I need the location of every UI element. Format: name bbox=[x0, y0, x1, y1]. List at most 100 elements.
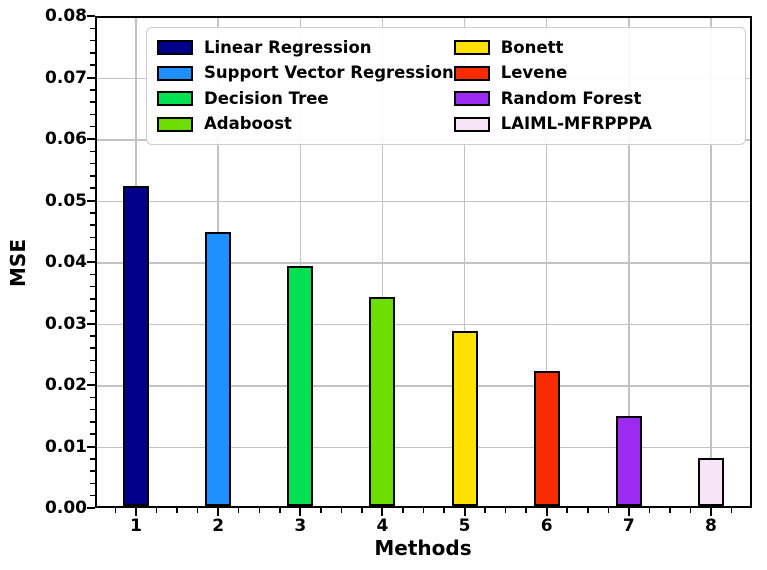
y-major-tick bbox=[87, 322, 95, 325]
legend-item: Bonett bbox=[453, 37, 735, 57]
y-major-tick bbox=[87, 507, 95, 509]
bar-1 bbox=[123, 186, 150, 506]
y-minor-tick bbox=[90, 371, 95, 374]
legend-swatch-icon bbox=[157, 65, 193, 81]
x-minor-tick bbox=[258, 508, 260, 513]
x-tick-label: 7 bbox=[622, 516, 635, 536]
y-tick-label: 0.01 bbox=[45, 436, 87, 457]
y-tick-label: 0.03 bbox=[45, 313, 87, 334]
grid-line-v bbox=[628, 18, 630, 506]
x-major-tick bbox=[709, 508, 712, 516]
y-minor-tick bbox=[90, 470, 95, 472]
bar-2 bbox=[205, 232, 232, 506]
bar-7 bbox=[615, 415, 642, 506]
grid-line-v bbox=[545, 18, 548, 506]
grid-line-v bbox=[381, 18, 384, 506]
bar-8 bbox=[697, 458, 724, 506]
x-minor-tick bbox=[196, 508, 199, 513]
y-minor-tick bbox=[90, 236, 95, 239]
x-minor-tick bbox=[525, 508, 527, 513]
x-minor-tick bbox=[279, 508, 281, 513]
x-minor-tick bbox=[114, 508, 117, 513]
legend-swatch-icon bbox=[453, 40, 490, 56]
y-minor-tick bbox=[90, 421, 95, 423]
y-minor-tick bbox=[90, 335, 95, 337]
y-major-tick bbox=[87, 261, 95, 263]
legend: Linear Regression Support Vector Regressi… bbox=[146, 27, 746, 145]
legend-item: Linear Regression bbox=[157, 37, 454, 57]
legend-label: Random Forest bbox=[500, 88, 642, 108]
x-minor-tick bbox=[587, 508, 589, 513]
x-tick-label: 2 bbox=[212, 516, 225, 536]
y-tick-label: 0.07 bbox=[45, 67, 87, 88]
y-minor-tick bbox=[90, 162, 95, 165]
x-tick-label: 5 bbox=[458, 516, 471, 536]
y-minor-tick bbox=[90, 64, 95, 66]
bar-3 bbox=[287, 266, 314, 506]
y-minor-tick bbox=[90, 298, 95, 300]
grid-line-h bbox=[97, 262, 750, 264]
legend-swatch-icon bbox=[157, 40, 193, 56]
x-major-tick bbox=[627, 508, 630, 516]
grid-line-h bbox=[97, 385, 750, 387]
y-minor-tick bbox=[90, 113, 95, 116]
grid-line-v bbox=[463, 18, 466, 506]
x-minor-tick bbox=[504, 508, 507, 513]
x-tick-label: 3 bbox=[294, 516, 307, 536]
x-major-tick bbox=[545, 508, 548, 516]
y-tick-label: 0.00 bbox=[45, 498, 87, 518]
legend-item: LAIML-MFRPPPA bbox=[453, 114, 735, 133]
legend-swatch-icon bbox=[453, 116, 490, 132]
legend-label: Linear Regression bbox=[204, 37, 372, 57]
y-minor-tick bbox=[90, 224, 95, 226]
y-minor-tick bbox=[90, 347, 95, 349]
x-minor-tick bbox=[402, 508, 404, 513]
bar-4 bbox=[369, 296, 396, 506]
grid-line-h bbox=[97, 200, 750, 202]
grid-line-v bbox=[710, 18, 712, 506]
y-tick-label: 0.06 bbox=[45, 129, 87, 149]
legend-swatch-icon bbox=[453, 65, 490, 81]
x-major-tick bbox=[135, 508, 138, 516]
legend-swatch-icon bbox=[157, 116, 193, 132]
x-minor-tick bbox=[361, 508, 363, 513]
grid-line-h bbox=[97, 323, 750, 325]
y-major-tick bbox=[87, 384, 95, 386]
y-minor-tick bbox=[90, 101, 95, 103]
legend-label: Support Vector Regression bbox=[204, 63, 454, 82]
y-minor-tick bbox=[90, 494, 95, 497]
y-minor-tick bbox=[90, 52, 95, 54]
legend-label: Bonett bbox=[500, 37, 564, 57]
x-major-tick bbox=[381, 508, 384, 516]
legend-label: LAIML-MFRPPPA bbox=[500, 114, 652, 133]
legend-swatch-icon bbox=[157, 91, 193, 107]
x-minor-tick bbox=[155, 508, 158, 513]
legend-item: Levene bbox=[453, 64, 735, 82]
y-tick-label: 0.02 bbox=[45, 375, 87, 395]
legend-item: Adaboost bbox=[157, 114, 454, 133]
y-minor-tick bbox=[90, 458, 95, 460]
y-tick-label: 0.04 bbox=[45, 252, 87, 272]
legend-label: Adaboost bbox=[204, 114, 292, 133]
y-minor-tick bbox=[90, 482, 95, 485]
x-major-tick bbox=[217, 508, 220, 516]
x-tick-label: 4 bbox=[376, 516, 389, 536]
x-minor-tick bbox=[484, 508, 486, 513]
y-minor-tick bbox=[90, 408, 95, 411]
x-minor-tick bbox=[422, 508, 425, 513]
x-minor-tick bbox=[237, 508, 240, 513]
y-minor-tick bbox=[90, 27, 95, 30]
x-major-tick bbox=[299, 508, 302, 516]
x-major-tick bbox=[463, 508, 466, 516]
x-axis-label: Methods bbox=[374, 536, 472, 560]
x-tick-label: 8 bbox=[705, 516, 717, 536]
legend-item: Support Vector Regression bbox=[157, 63, 454, 82]
legend-swatch-icon bbox=[453, 91, 490, 107]
legend-item: Decision Tree bbox=[157, 90, 454, 108]
y-major-tick bbox=[87, 138, 95, 140]
y-tick-label: 0.05 bbox=[45, 190, 87, 211]
y-minor-tick bbox=[90, 285, 95, 288]
bar-5 bbox=[451, 330, 478, 506]
bar-6 bbox=[533, 370, 560, 506]
